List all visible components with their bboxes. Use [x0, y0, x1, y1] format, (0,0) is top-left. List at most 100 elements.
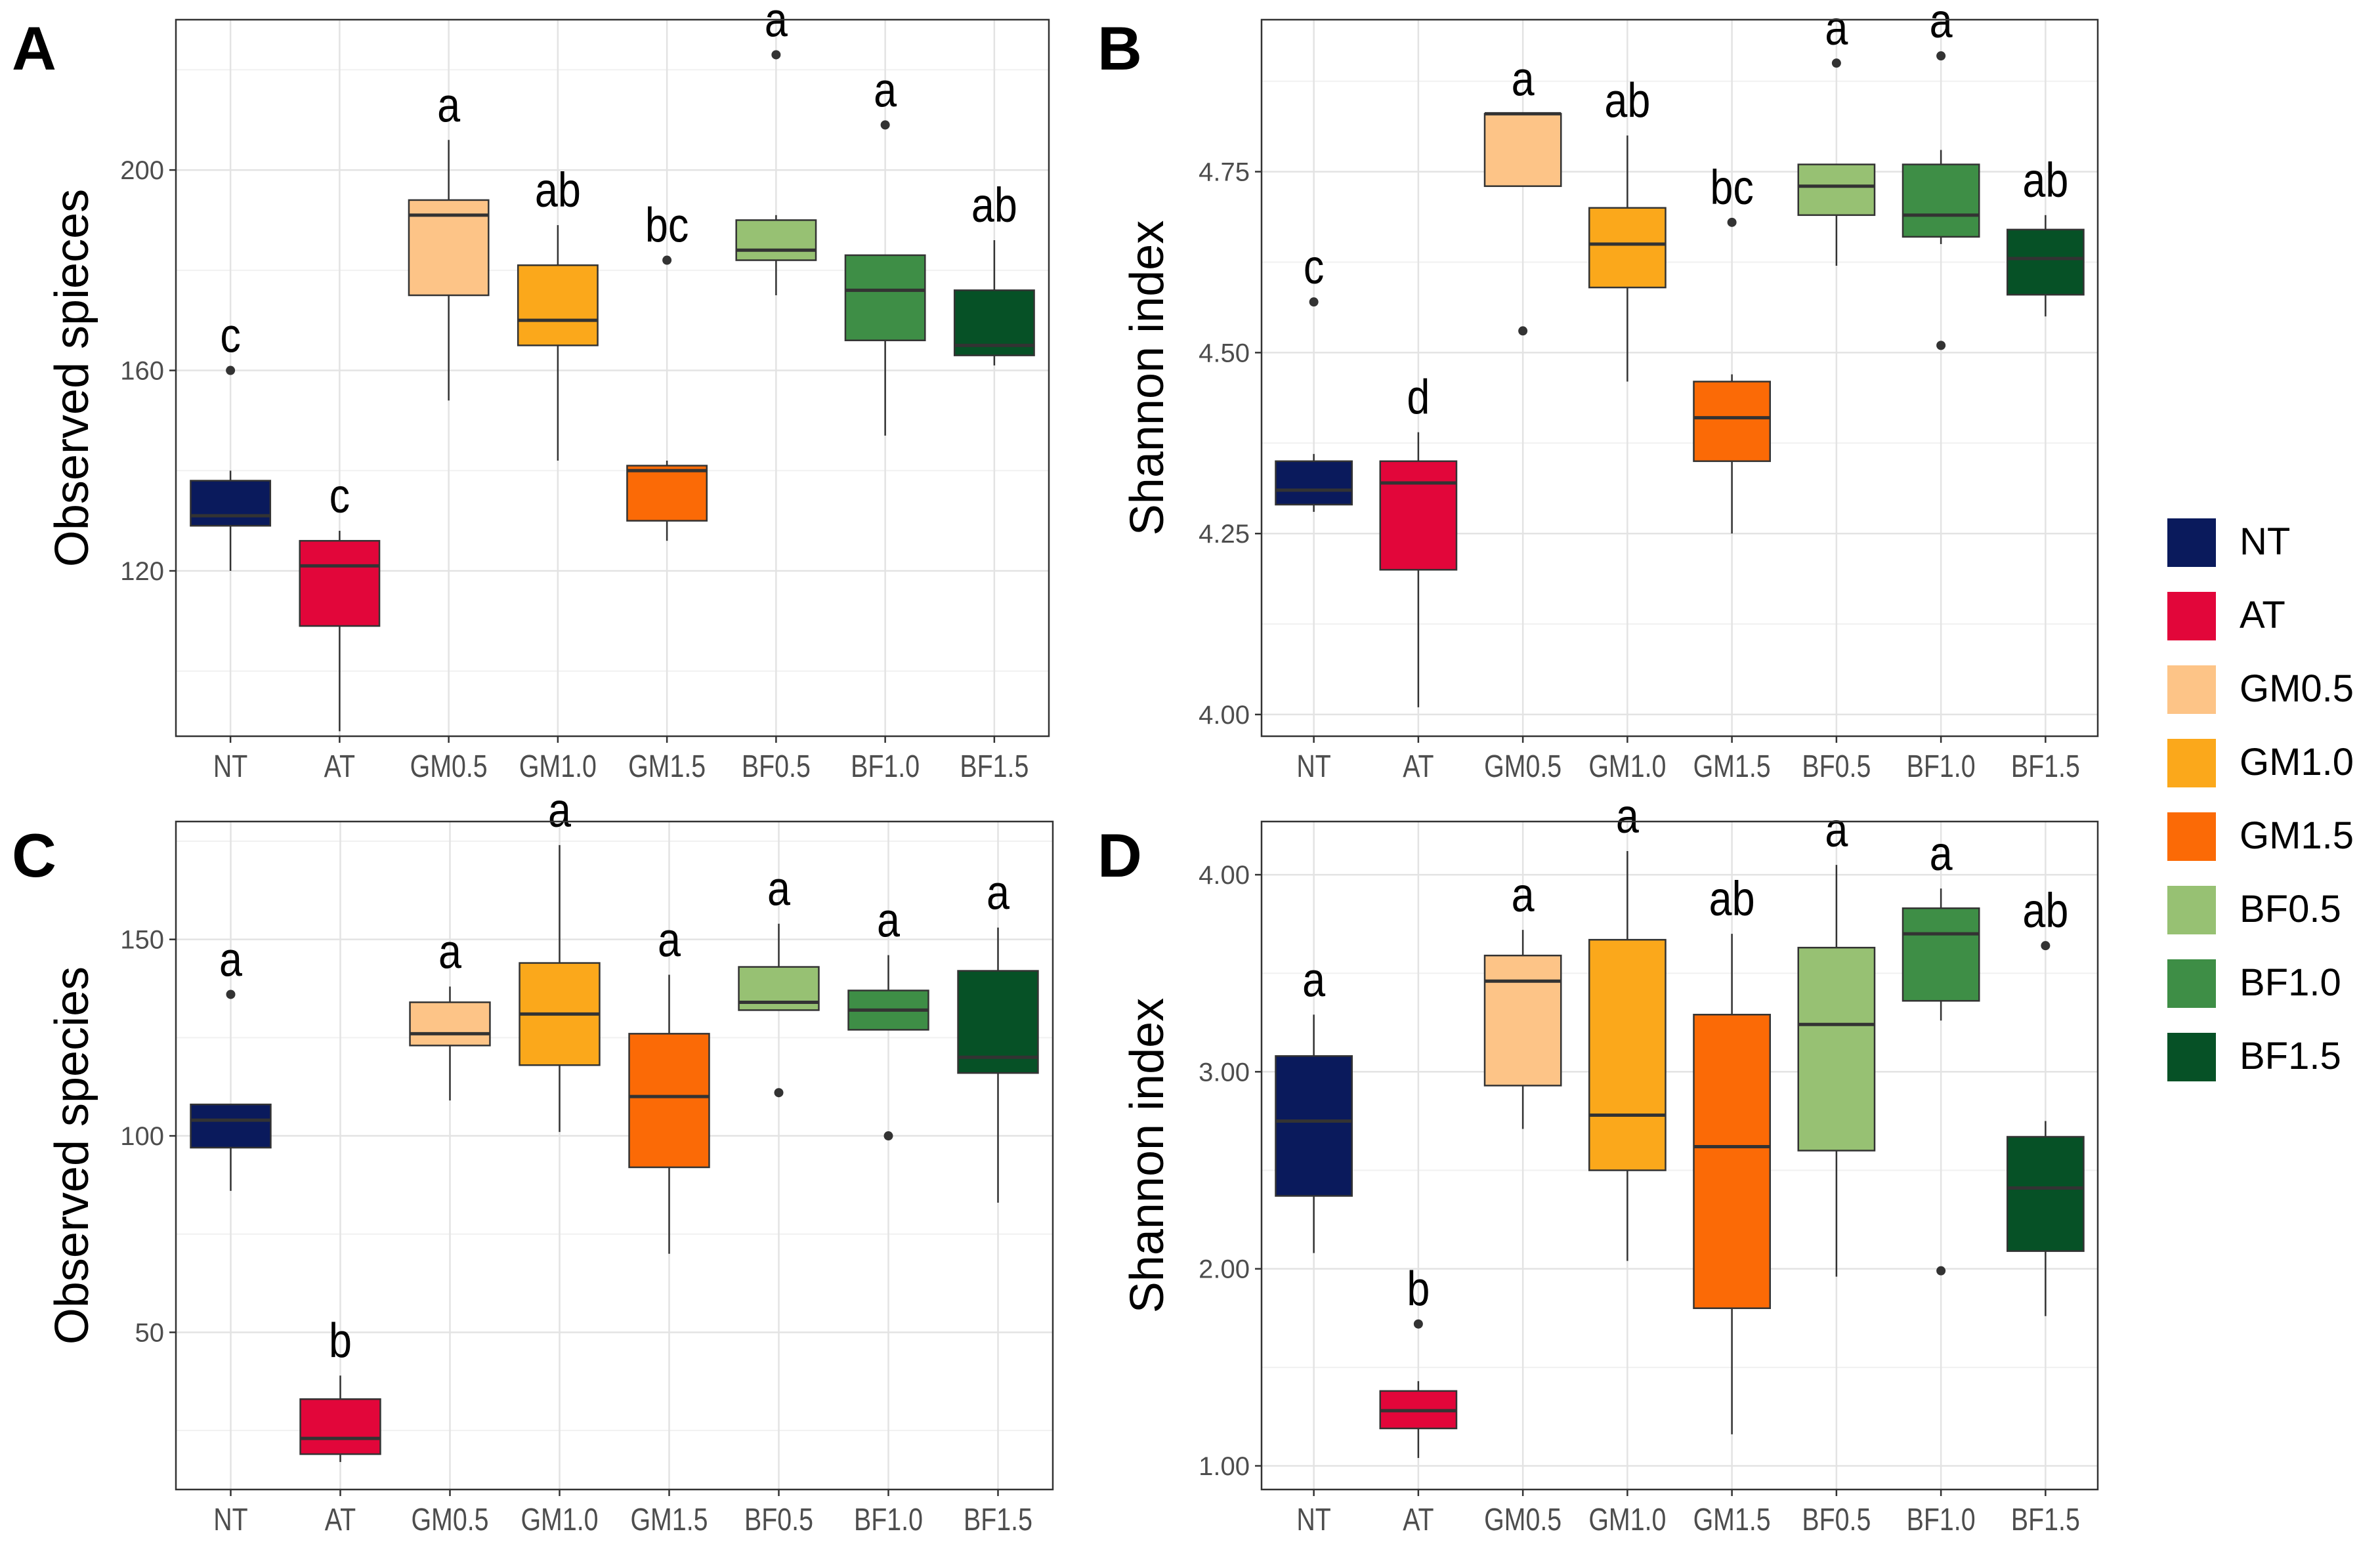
box-body: [1693, 1014, 1772, 1309]
box-GM1.0: a: [519, 783, 601, 1133]
significance-letter: bc: [1710, 160, 1753, 215]
y-tick-label: 160: [120, 357, 164, 386]
plot-border: [175, 18, 1050, 738]
legend-item: BF1.5: [2167, 1033, 2341, 1081]
outlier-point: [1727, 217, 1737, 227]
significance-letter: bc: [645, 198, 689, 253]
box-body: [517, 264, 599, 346]
x-tick-label: NT: [213, 1502, 247, 1537]
y-tick-label: 150: [120, 926, 164, 955]
x-tick-label: BF1.0: [851, 749, 920, 784]
x-tick-label: GM1.0: [519, 749, 597, 784]
x-tick-label: BF1.0: [854, 1502, 923, 1537]
significance-letter: a: [987, 865, 1010, 920]
significance-letter: a: [1825, 1, 1848, 55]
panel-C: 50 100 150 NT AT GM0.5 GM1.0 GM1.5 BF0.5 BF1.0 BF1…: [12, 783, 1054, 1537]
significance-letter: a: [438, 925, 462, 979]
box-body: [1797, 163, 1876, 217]
outlier-point: [1309, 297, 1319, 307]
legend-item: GM0.5: [2167, 665, 2354, 714]
box-BF1.0: a: [844, 63, 926, 436]
box-GM1.0: ab: [517, 163, 599, 461]
box-body: [1275, 1055, 1353, 1197]
x-tick-label: NT: [1296, 1502, 1330, 1537]
box-body: [1379, 460, 1458, 571]
box-body: [1693, 381, 1772, 463]
box-GM1.5: bc: [1693, 160, 1772, 534]
box-body: [844, 254, 926, 341]
legend-label: GM0.5: [2240, 667, 2354, 710]
box-NT: c: [1275, 240, 1353, 512]
legend-label: BF1.5: [2240, 1035, 2341, 1077]
y-tick-label: 4.50: [1199, 339, 1250, 367]
box-AT: d: [1379, 370, 1458, 707]
x-tick-label: NT: [213, 749, 247, 784]
box-body: [409, 1001, 491, 1047]
outlier-point: [774, 1088, 784, 1098]
box-BF1.0: a: [1902, 0, 1980, 350]
legend-item: NT: [2167, 518, 2290, 567]
legend-item: AT: [2167, 592, 2285, 640]
legend-item: GM1.0: [2167, 739, 2354, 787]
significance-letter: ab: [2022, 153, 2068, 207]
significance-letter: c: [220, 308, 240, 363]
panel-label: B: [1097, 14, 1142, 83]
y-axis-title: Observed species: [46, 967, 98, 1344]
outlier-point: [2041, 941, 2051, 951]
outlier-point: [1936, 51, 1946, 61]
x-tick-label: BF0.5: [744, 1502, 813, 1537]
plot-border: [1260, 820, 2099, 1491]
legend-key: [2167, 886, 2216, 934]
box-BF0.5: a: [735, 0, 817, 295]
legend-label: BF1.0: [2240, 961, 2341, 1004]
x-tick-label: GM1.5: [630, 1502, 708, 1537]
y-tick-label: 4.25: [1199, 520, 1250, 549]
x-tick-label: AT: [1403, 749, 1434, 784]
box-body: [299, 539, 381, 627]
y-tick-label: 4.75: [1199, 158, 1250, 187]
box-GM0.5: a: [1483, 52, 1562, 336]
significance-letter: a: [767, 862, 791, 916]
plot-border: [175, 820, 1054, 1491]
legend-item: BF1.0: [2167, 959, 2341, 1008]
panel-A: 120 160 200 NT AT GM0.5 GM1.0 GM1.5 BF0.5 BF1.0 BF…: [12, 0, 1050, 784]
panel-B: 4.00 4.25 4.50 4.75 NT AT GM0.5 GM1.0 GM1.5 BF0.5…: [1097, 0, 2099, 784]
x-tick-label: GM1.5: [1693, 1502, 1771, 1537]
x-tick-label: BF1.5: [964, 1502, 1032, 1537]
legend-item: BF0.5: [2167, 886, 2341, 934]
significance-letter: ab: [1709, 871, 1755, 926]
box-NT: c: [190, 308, 272, 571]
box-GM1.0: ab: [1588, 73, 1667, 382]
box-AT: b: [299, 1314, 381, 1463]
plot-background: [176, 822, 1053, 1490]
significance-letter: d: [1407, 370, 1430, 425]
legend-key: [2167, 518, 2216, 567]
y-tick-label: 200: [120, 156, 164, 185]
significance-letter: a: [1616, 789, 1640, 843]
x-tick-label: GM1.5: [628, 749, 706, 784]
significance-letter: c: [329, 469, 350, 523]
y-axis-title: Observed spieces: [46, 189, 98, 567]
x-tick-label: GM0.5: [1484, 749, 1562, 784]
significance-letter: c: [1304, 240, 1324, 294]
x-tick-label: BF0.5: [1802, 1502, 1871, 1537]
panel-label: D: [1097, 821, 1142, 890]
box-BF0.5: a: [1797, 802, 1876, 1277]
outlier-point: [1936, 341, 1946, 350]
legend-label: NT: [2240, 520, 2290, 563]
box-body: [299, 1398, 381, 1455]
panel-label: C: [12, 821, 56, 890]
significance-letter: b: [1407, 1262, 1430, 1316]
significance-letter: a: [765, 0, 788, 47]
significance-letter: a: [1512, 52, 1535, 106]
y-tick-label: 100: [120, 1122, 164, 1151]
legend-key: [2167, 592, 2216, 640]
x-tick-label: AT: [325, 1502, 356, 1537]
box-body: [1275, 460, 1353, 506]
x-tick-label: BF0.5: [742, 749, 811, 784]
x-tick-label: BF0.5: [1802, 749, 1871, 784]
plot-background: [176, 20, 1049, 736]
box-BF1.0: a: [847, 893, 929, 1141]
outlier-point: [1413, 1319, 1423, 1329]
